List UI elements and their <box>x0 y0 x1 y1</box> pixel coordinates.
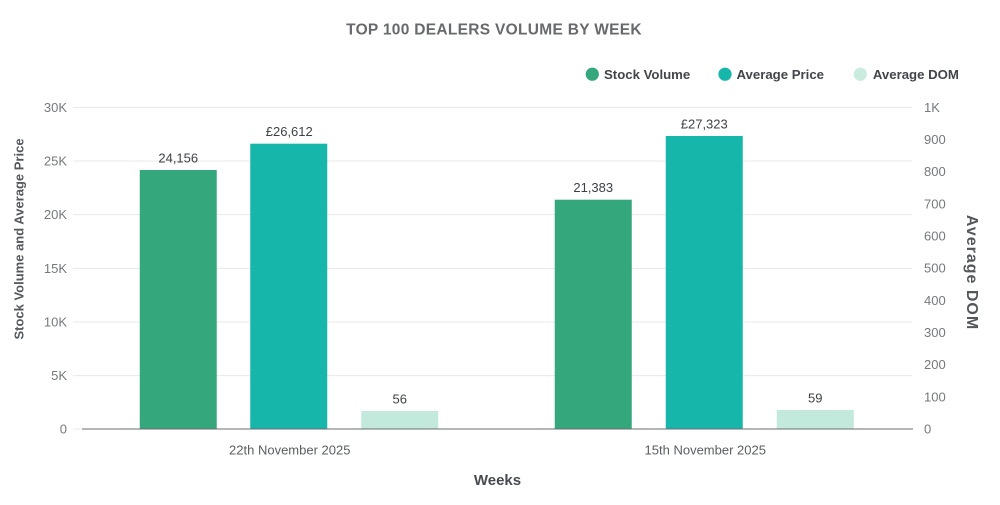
svg-text:15th November 2025: 15th November 2025 <box>645 443 766 458</box>
svg-text:£27,323: £27,323 <box>681 117 728 132</box>
svg-text:30K: 30K <box>44 100 67 115</box>
svg-text:Stock Volume and Average Price: Stock Volume and Average Price <box>12 138 27 339</box>
svg-text:TOP 100 DEALERS VOLUME BY WEEK: TOP 100 DEALERS VOLUME BY WEEK <box>346 22 642 39</box>
svg-text:21,383: 21,383 <box>573 180 613 195</box>
svg-text:59: 59 <box>808 391 822 406</box>
svg-text:Weeks: Weeks <box>474 472 521 489</box>
svg-text:900: 900 <box>924 132 946 147</box>
svg-text:1K: 1K <box>924 100 940 115</box>
svg-text:100: 100 <box>924 389 946 404</box>
svg-text:£26,612: £26,612 <box>266 124 313 139</box>
svg-text:24,156: 24,156 <box>158 151 198 166</box>
svg-text:800: 800 <box>924 164 946 179</box>
svg-text:600: 600 <box>924 229 946 244</box>
svg-text:300: 300 <box>924 325 946 340</box>
svg-text:0: 0 <box>924 422 931 437</box>
svg-text:20K: 20K <box>44 207 67 222</box>
svg-text:5K: 5K <box>51 368 67 383</box>
svg-text:700: 700 <box>924 196 946 211</box>
svg-text:Stock Volume: Stock Volume <box>604 67 690 82</box>
svg-text:Average Price: Average Price <box>737 67 824 82</box>
svg-text:Average DOM: Average DOM <box>963 215 980 330</box>
svg-text:500: 500 <box>924 261 946 276</box>
svg-text:400: 400 <box>924 293 946 308</box>
svg-text:0: 0 <box>60 422 67 437</box>
svg-text:15K: 15K <box>44 261 67 276</box>
svg-text:25K: 25K <box>44 154 67 169</box>
svg-text:200: 200 <box>924 357 946 372</box>
svg-text:Average DOM: Average DOM <box>873 67 959 82</box>
svg-text:56: 56 <box>393 392 407 407</box>
svg-text:10K: 10K <box>44 315 67 330</box>
svg-text:22th November 2025: 22th November 2025 <box>229 443 350 458</box>
